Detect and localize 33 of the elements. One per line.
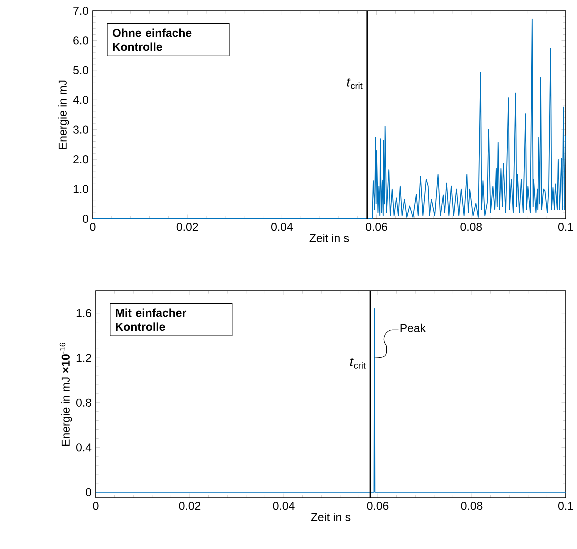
y-tick-label: 1.6: [76, 309, 92, 318]
annotation: Ohne einfache Kontrolle: [112, 28, 192, 52]
y-tick-label: 7.0: [74, 6, 89, 16]
y-tick-label: 5.0: [74, 66, 89, 74]
x-tick-label: 0.08: [460, 223, 482, 232]
x-tick-label: 0.06: [367, 502, 389, 510]
y-tick-label: 2.0: [74, 156, 89, 164]
y-tick-label: 6.0: [74, 36, 89, 45]
ref-line-label: t$_{crit}$: [350, 358, 366, 369]
y-tick-label: 0: [83, 214, 89, 224]
x-tick-label: 0.04: [273, 502, 295, 510]
x-tick-label: 0.02: [176, 223, 198, 232]
y-tick-label: 0: [86, 488, 92, 496]
y-tick-label: 1.0: [74, 185, 89, 194]
y-axis-title: Energie in mJ ×10$^{-16}$: [60, 342, 72, 446]
x-axis-title: Zeit in s: [311, 512, 351, 522]
annotation: Mit einfacher Kontrolle: [116, 308, 187, 332]
y-axis-title: Energie in mJ: [58, 80, 70, 150]
y-tick-label: 1.2: [76, 354, 92, 362]
x-tick-label: 0.1: [558, 502, 574, 510]
x-axis-title: Zeit in s: [310, 234, 350, 242]
x-tick-label: 0: [93, 502, 99, 510]
y-tick-label: 0.8: [76, 398, 92, 407]
y-tick-label: 4.0: [73, 96, 89, 104]
annotation: Peak: [400, 324, 426, 332]
x-tick-label: 0.06: [366, 223, 388, 232]
x-tick-label: 0.04: [272, 223, 294, 232]
x-tick-label: 0.08: [461, 502, 483, 510]
y-tick-label: 3.0: [73, 126, 89, 134]
y-tick-label: 0.4: [76, 444, 92, 452]
ref-line-label: t$_{crit}$: [347, 78, 363, 90]
x-tick-label: 0.02: [179, 502, 201, 510]
x-tick-label: 0.1: [558, 223, 574, 232]
